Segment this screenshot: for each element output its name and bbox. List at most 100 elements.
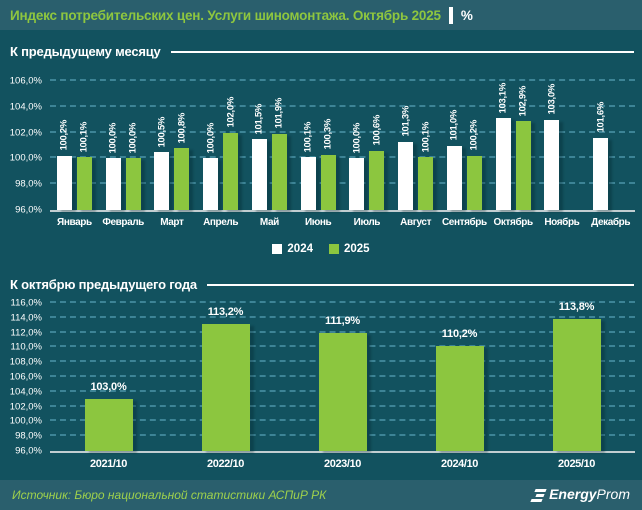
bar-value-label: 102,0% [225, 97, 237, 128]
month-slot: 100,0% 100,0% [99, 81, 148, 210]
gridline [50, 315, 635, 318]
year-slot: 111,9% [284, 303, 401, 451]
month-slot: 100,0% 102,0% [196, 81, 245, 210]
legend-item: 2024 [272, 243, 313, 255]
monthly-chart-x-axis: Январь Февраль Март Апрель Май Июнь Июль Август… [50, 217, 635, 228]
yearly-index-chart: 96,0% 98,0% 100,0% 102,0% 104,0% 106,0% 108,0%… [10, 298, 635, 470]
bar-value-label: 101,0% [448, 110, 460, 141]
gridline [50, 301, 635, 303]
page-title: Индекс потребительских цен. Услуги шином… [10, 7, 441, 23]
gridline [50, 156, 635, 159]
bar: 100,0% [125, 123, 141, 210]
month-slot: 100,1% 100,3% [294, 81, 343, 210]
bar-value-label: 100,6% [371, 115, 383, 146]
x-axis-label: 2025/10 [558, 458, 595, 470]
yearly-chart-plot-area: 96,0% 98,0% 100,0% 102,0% 104,0% 106,0% 108,0%… [10, 298, 635, 457]
y-axis-label: 116,0% [10, 297, 42, 309]
bar: 100,6% [369, 115, 385, 210]
bar: 103,1% [495, 83, 511, 210]
year-slot: 113,2% [167, 303, 284, 451]
bar-value-label: 100,1% [78, 121, 90, 153]
y-axis-label: 104,0% [9, 386, 42, 398]
energyprom-logo: EnergyProm [530, 486, 630, 504]
y-axis-label: 102,0% [9, 127, 42, 139]
bar: 102,0% [223, 97, 239, 210]
year-slot: 103,0% [50, 303, 167, 451]
month-slot: 103,0% [538, 81, 587, 210]
bar-slots: 100,2% 100,1% 100,0% 100,0% 100,5% 100,8% 100,… [50, 81, 635, 210]
bar-value-label: 101,9% [273, 98, 285, 129]
bar: 100,2% [466, 120, 482, 210]
y-axis-label: 114,0% [10, 312, 42, 324]
section-heading-monthly-label: К предыдущему месяцу [10, 44, 161, 59]
gridline [50, 130, 635, 133]
legend-swatch [272, 244, 283, 254]
bar: 102,9% [515, 86, 531, 210]
bar-value-label: 100,0% [205, 122, 217, 154]
legend-label: 2025 [344, 243, 370, 255]
bar-value-label: 100,8% [176, 112, 188, 144]
y-axis-label: 110,0% [10, 341, 42, 353]
x-axis-label: Ноябрь [544, 217, 580, 228]
bar-value-label: 113,2% [207, 305, 244, 318]
gridline [50, 104, 635, 107]
month-slot: 101,6% [586, 81, 635, 210]
y-axis-label: 98,0% [15, 430, 42, 442]
y-axis-label: 96,0% [15, 445, 42, 457]
yearly-chart-x-axis: 2021/10 2022/10 2023/10 2024/10 2025/10 [50, 458, 635, 470]
bar-value-label: 100,1% [420, 121, 432, 153]
bar-value-label: 100,5% [156, 116, 168, 147]
bar-value-label: 103,0% [90, 381, 127, 394]
month-slot: 100,0% 100,6% [343, 81, 392, 210]
x-axis-label: Декабрь [591, 217, 631, 228]
bar-value-label: 103,1% [497, 83, 509, 114]
x-axis-label: Май [259, 217, 279, 228]
footer-band: Источник: Бюро национальной статистики А… [0, 480, 642, 510]
energyprom-logo-icon [530, 488, 547, 502]
year-slot: 110,2% [401, 303, 518, 451]
bar-value-label: 100,3% [322, 119, 334, 150]
bar: 100,2% [56, 120, 72, 210]
month-slot: 100,5% 100,8% [148, 81, 197, 210]
title-separator [448, 6, 453, 24]
section-heading-yearly: К октябрю предыдущего года [10, 277, 634, 292]
month-slot: 101,0% 100,2% [440, 81, 489, 210]
bar: 100,1% [418, 122, 434, 210]
legend-item: 2025 [329, 243, 370, 255]
gridline [50, 330, 635, 333]
x-axis-label: Октябрь [493, 217, 534, 228]
bar: 111,9% [318, 315, 367, 451]
month-slot: 101,5% 101,9% [245, 81, 294, 210]
month-slot: 103,1% 102,9% [489, 81, 538, 210]
monthly-index-chart: 96,0% 98,0% 100,0% 102,0% 104,0% 106,0% 100,2%… [10, 76, 635, 228]
y-axis-label: 112,0% [10, 327, 42, 339]
month-slot: 100,2% 100,1% [50, 81, 99, 210]
x-axis-label: 2022/10 [207, 458, 244, 470]
bar: 100,3% [320, 119, 336, 210]
x-axis-label: 2021/10 [90, 458, 127, 470]
bar: 110,2% [435, 328, 484, 451]
bar: 100,8% [174, 113, 190, 210]
x-axis-label: Январь [57, 217, 92, 228]
heading-rule [206, 283, 634, 286]
x-axis-label: Сентябрь [441, 217, 487, 228]
bar-value-label: 100,0% [107, 122, 119, 154]
bar-value-label: 101,6% [595, 102, 607, 133]
bar: 101,5% [251, 104, 267, 210]
x-axis-label: Февраль [102, 217, 144, 228]
bar-value-label: 103,0% [546, 84, 558, 115]
x-axis-label: Июль [353, 217, 381, 228]
bar-slots: 103,0% 113,2% 111,9% 110,2% 113,8% [50, 301, 635, 451]
bar: 101,0% [446, 110, 462, 210]
bar: 100,1% [300, 122, 316, 210]
source-note: Источник: Бюро национальной статистики А… [12, 488, 327, 502]
y-axis-label: 106,0% [9, 371, 42, 383]
y-axis-label: 96,0% [15, 204, 42, 216]
bar-value-label: 113,8% [558, 301, 595, 314]
bar: 101,3% [398, 106, 414, 210]
bar: 100,1% [76, 122, 92, 210]
bar: 100,5% [154, 117, 170, 210]
bar-value-label: 100,0% [351, 122, 363, 154]
y-axis-label: 102,0% [9, 401, 42, 413]
